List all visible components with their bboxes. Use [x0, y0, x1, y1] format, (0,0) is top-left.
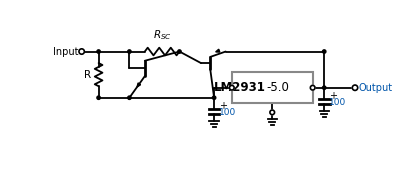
- Text: LM2931: LM2931: [214, 81, 266, 94]
- Circle shape: [352, 85, 358, 90]
- Circle shape: [270, 110, 275, 115]
- Circle shape: [212, 96, 216, 99]
- Text: Input: Input: [53, 46, 79, 56]
- Bar: [232, 72, 313, 103]
- Circle shape: [310, 85, 315, 90]
- Circle shape: [178, 50, 181, 53]
- Circle shape: [128, 96, 131, 99]
- Circle shape: [128, 50, 131, 53]
- Text: +: +: [329, 91, 337, 101]
- Text: R: R: [84, 70, 91, 80]
- Text: 100: 100: [219, 108, 236, 117]
- Circle shape: [79, 49, 84, 54]
- Text: $R_{SC}$: $R_{SC}$: [153, 28, 171, 42]
- Circle shape: [323, 86, 326, 89]
- Polygon shape: [137, 83, 141, 87]
- Circle shape: [97, 50, 100, 53]
- Text: +: +: [219, 101, 227, 111]
- Circle shape: [323, 50, 326, 53]
- Text: -5.0: -5.0: [266, 81, 289, 94]
- Text: Output: Output: [358, 83, 392, 93]
- Text: 100: 100: [329, 98, 346, 107]
- Circle shape: [97, 96, 100, 99]
- Circle shape: [229, 85, 234, 90]
- Polygon shape: [216, 49, 220, 52]
